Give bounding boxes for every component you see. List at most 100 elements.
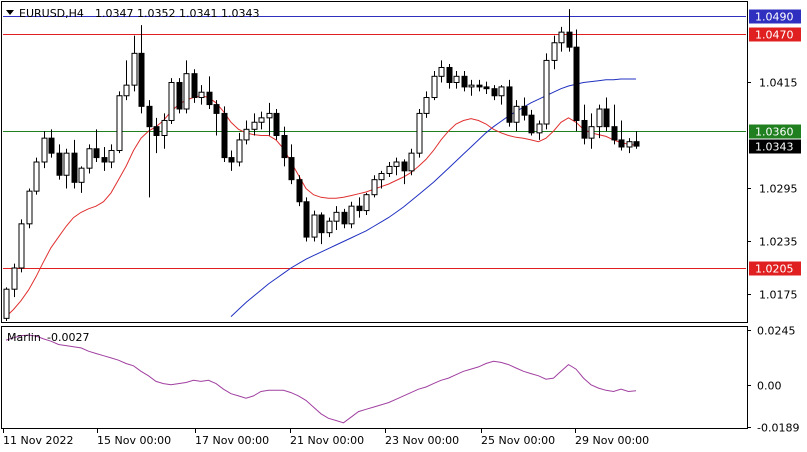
level-price-label: 1.0470 bbox=[755, 29, 794, 42]
bear-candle-body bbox=[528, 114, 535, 134]
candle bbox=[281, 126, 288, 167]
candle bbox=[86, 144, 93, 174]
candle bbox=[326, 217, 333, 238]
candle bbox=[363, 192, 370, 215]
bear-candle-body bbox=[56, 152, 63, 176]
bull-candle-body bbox=[116, 95, 123, 152]
candle bbox=[446, 63, 453, 89]
bear-candle-body bbox=[483, 86, 490, 90]
candle bbox=[333, 206, 340, 231]
candle bbox=[498, 85, 505, 105]
candle bbox=[243, 120, 250, 145]
bull-candle-body bbox=[11, 267, 18, 290]
candle bbox=[146, 100, 153, 198]
candle bbox=[303, 197, 310, 242]
candle bbox=[611, 104, 618, 145]
candle bbox=[228, 150, 235, 171]
time-tick-label: 23 Nov 00:00 bbox=[385, 434, 459, 447]
bear-candle-body bbox=[491, 88, 498, 97]
bear-candle-body bbox=[341, 211, 348, 225]
candle bbox=[461, 71, 468, 92]
candle bbox=[11, 263, 18, 298]
candle bbox=[371, 175, 378, 198]
current-price-tag bbox=[749, 139, 801, 154]
level-price-tag bbox=[749, 124, 801, 139]
candle bbox=[176, 78, 183, 114]
symbol-timeframe-label: EURUSD,H4 bbox=[19, 7, 84, 20]
bull-candle-body bbox=[311, 214, 318, 238]
moving-averages bbox=[5, 78, 637, 317]
candle bbox=[431, 71, 438, 101]
bull-candle-body bbox=[168, 82, 175, 121]
bear-candle-body bbox=[476, 84, 483, 88]
candle bbox=[408, 148, 415, 176]
bear-candle-body bbox=[356, 205, 363, 212]
bear-candle-body bbox=[228, 157, 235, 163]
bull-candle-body bbox=[3, 288, 10, 319]
time-axis[interactable]: 11 Nov 2022 15 Nov 00:00 17 Nov 00:00 21 No… bbox=[3, 429, 649, 447]
candle bbox=[101, 146, 108, 171]
candle bbox=[603, 97, 610, 132]
bull-candle-body bbox=[198, 91, 205, 99]
bear-candle-body bbox=[521, 105, 528, 116]
bear-candle-body bbox=[603, 108, 610, 128]
bull-candle-body bbox=[243, 128, 250, 141]
time-tick-label: 15 Nov 00:00 bbox=[97, 434, 171, 447]
price-tick-label: 1.0175 bbox=[759, 289, 798, 302]
candle bbox=[71, 139, 78, 189]
candle bbox=[191, 69, 198, 103]
marlin-line bbox=[5, 334, 637, 424]
bull-candle-body bbox=[378, 172, 385, 181]
symbol-menu-triangle-icon[interactable] bbox=[6, 10, 14, 15]
price-tick-label: 1.0295 bbox=[759, 183, 798, 196]
candle bbox=[491, 85, 498, 101]
candle bbox=[48, 129, 55, 158]
candle bbox=[266, 102, 273, 136]
indicator-axis: 0.0245 0.00 -0.0189 bbox=[747, 325, 799, 435]
candle bbox=[288, 144, 295, 185]
bear-candle-body bbox=[401, 161, 408, 172]
bear-candle-body bbox=[138, 52, 145, 107]
candle bbox=[56, 144, 63, 180]
bull-candle-body bbox=[513, 105, 520, 123]
bull-candle-body bbox=[438, 66, 445, 77]
candle bbox=[596, 104, 603, 139]
candle bbox=[221, 106, 228, 162]
bull-candle-body bbox=[588, 126, 595, 139]
candle bbox=[258, 111, 265, 130]
bull-candle-body bbox=[123, 84, 130, 97]
time-tick-label: 29 Nov 00:00 bbox=[575, 434, 649, 447]
candle bbox=[416, 109, 423, 158]
bull-candle-body bbox=[551, 42, 558, 61]
candle bbox=[423, 91, 430, 118]
indicator-tick-label: 0.0245 bbox=[757, 325, 796, 338]
level-price-tag bbox=[749, 261, 801, 276]
bull-candle-body bbox=[416, 112, 423, 154]
bear-candle-body bbox=[71, 152, 78, 183]
price-axis[interactable]: 1.0343 1.0415 1.0295 1.0235 1.0175 bbox=[747, 77, 801, 302]
candle bbox=[551, 35, 558, 70]
bull-candle-body bbox=[536, 123, 543, 134]
bull-candle-body bbox=[333, 211, 340, 222]
bear-candle-body bbox=[176, 82, 183, 110]
candle bbox=[26, 188, 33, 229]
candle bbox=[476, 79, 483, 92]
level-price-tag bbox=[749, 9, 801, 24]
bear-candle-body bbox=[618, 139, 625, 148]
slow-ma-line bbox=[230, 78, 636, 317]
bull-candle-body bbox=[41, 137, 48, 163]
bull-candle-body bbox=[393, 161, 400, 167]
candle bbox=[573, 29, 580, 132]
candle bbox=[168, 78, 175, 125]
time-tick-label: 11 Nov 2022 bbox=[3, 434, 73, 447]
bull-candle-body bbox=[131, 52, 138, 86]
candle bbox=[183, 60, 190, 114]
candle bbox=[521, 97, 528, 121]
bull-candle-body bbox=[18, 223, 25, 269]
bull-candle-body bbox=[161, 119, 168, 136]
bull-candle-body bbox=[498, 86, 505, 97]
time-tick-label: 21 Nov 00:00 bbox=[290, 434, 364, 447]
marlin-indicator-series bbox=[5, 334, 637, 424]
